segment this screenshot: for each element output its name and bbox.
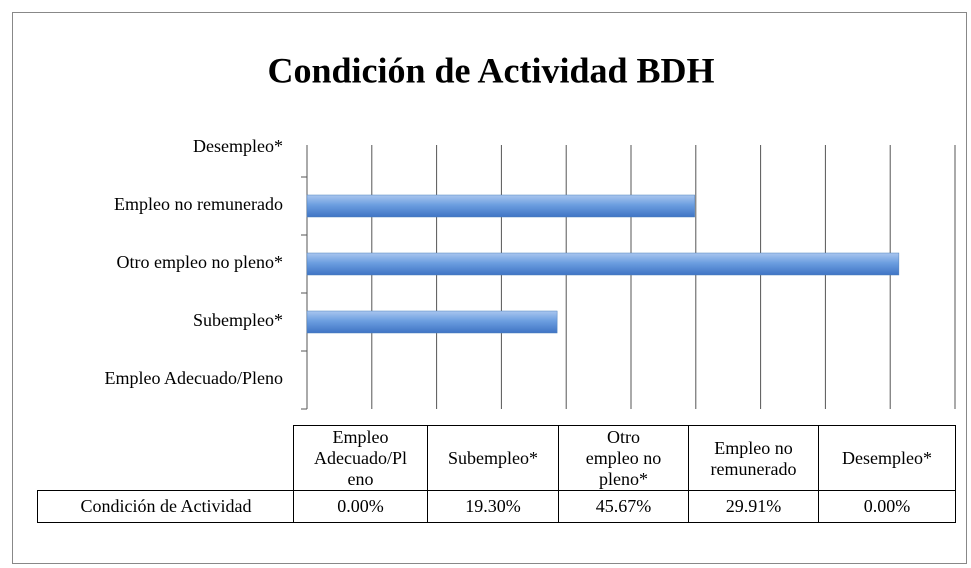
bar — [306, 310, 558, 334]
cell-text: 0.00% — [337, 496, 384, 516]
bar — [306, 194, 695, 218]
cell-text: Desempleo* — [842, 448, 932, 468]
table-series-name: Condición de Actividad — [37, 490, 294, 523]
y-tick-label: Otro empleo no pleno* — [117, 252, 283, 272]
cell-text: 45.67% — [595, 496, 652, 516]
y-tick-label: Subempleo* — [193, 310, 283, 330]
table-value: 29.91% — [688, 490, 819, 523]
table-value: 0.00% — [293, 490, 428, 523]
table-header: Otro empleo no pleno* — [558, 425, 689, 491]
table-header: Empleo Adecuado/Pleno — [293, 425, 428, 491]
cell-text: Empleo Adecuado/Pleno — [314, 427, 407, 489]
y-tick-label: Desempleo* — [193, 136, 283, 156]
bar — [306, 252, 900, 276]
chart-title: Condición de Actividad BDH — [267, 50, 714, 90]
table-value: 0.00% — [818, 490, 956, 523]
y-tick-label: Empleo Adecuado/Pleno — [105, 368, 283, 388]
table-header: Subempleo* — [427, 425, 559, 491]
cell-text: 19.30% — [465, 496, 521, 516]
y-tick-label: Empleo no remunerado — [114, 194, 283, 214]
cell-text: Subempleo* — [448, 448, 538, 468]
table-header: Desempleo* — [818, 425, 956, 491]
cell-text: Condición de Actividad — [80, 496, 252, 516]
table-header: Empleo no remunerado — [688, 425, 819, 491]
cell-text: 0.00% — [863, 496, 911, 516]
cell-text: Empleo no remunerado — [710, 437, 797, 479]
cell-text: Otro empleo no pleno* — [585, 427, 662, 489]
table-value: 45.67% — [558, 490, 689, 523]
table-value: 19.30% — [427, 490, 559, 523]
cell-text: 29.91% — [725, 496, 782, 516]
chart-frame — [12, 12, 967, 564]
